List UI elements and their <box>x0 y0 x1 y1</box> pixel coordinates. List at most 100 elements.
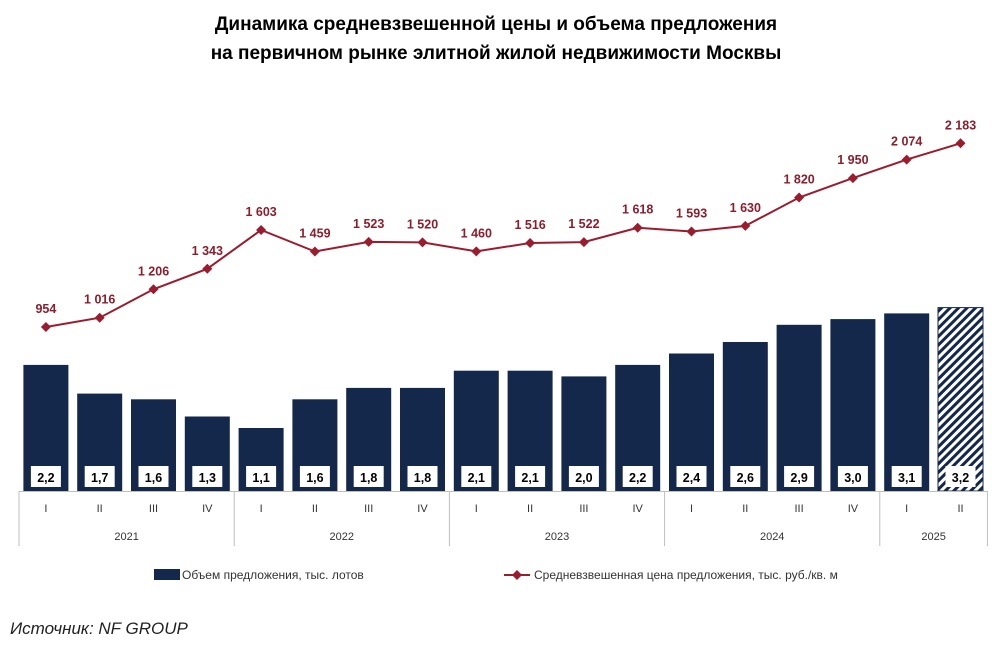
bar-value-box <box>730 466 761 487</box>
bar-value-label: 3,2 <box>952 471 969 485</box>
price-data-label: 1 950 <box>837 153 868 167</box>
price-data-label: 1 343 <box>192 244 223 258</box>
price-data-label: 1 206 <box>138 264 169 278</box>
price-data-label: 2 183 <box>945 118 976 132</box>
x-tick-label: III <box>579 503 588 515</box>
x-tick-label: II <box>527 503 533 515</box>
x-tick-label: I <box>690 503 693 515</box>
source-note: Источник: NF GROUP <box>10 619 188 638</box>
price-data-label: 1 460 <box>461 226 492 240</box>
bar-value-label: 3,0 <box>844 471 861 485</box>
bar-value-box <box>30 466 61 487</box>
price-point <box>632 222 643 233</box>
bar-value-box <box>246 466 277 487</box>
price-data-label: 1 618 <box>622 203 653 217</box>
bar-value-box <box>515 466 546 487</box>
bar <box>830 319 876 491</box>
price-point <box>363 236 374 247</box>
price-point <box>40 322 51 332</box>
price-line <box>45 142 961 328</box>
legend-bar-swatch <box>154 569 180 580</box>
bar-value-label: 1,6 <box>306 471 323 485</box>
year-label: 2025 <box>921 531 945 543</box>
x-tick-label: I <box>260 503 263 515</box>
bar-value-box <box>676 466 707 487</box>
bar <box>776 324 822 491</box>
price-data-label: 1 516 <box>514 218 545 232</box>
bar-value-box <box>837 466 868 487</box>
price-point <box>202 263 213 274</box>
price-point <box>525 238 536 248</box>
bar-value-label: 1,8 <box>360 471 377 485</box>
price-data-label: 1 523 <box>353 217 384 231</box>
bar-value-label: 1,6 <box>145 471 162 485</box>
price-point <box>955 138 966 149</box>
bar-value-label: 2,1 <box>468 471 485 485</box>
price-point <box>740 220 751 231</box>
price-data-label: 1 520 <box>407 217 438 231</box>
legend-bar-label: Объем предложения, тыс. лотов <box>182 568 364 582</box>
x-tick-label: III <box>795 503 804 515</box>
x-tick-label: IV <box>417 503 428 515</box>
price-point <box>794 192 805 203</box>
bar-value-label: 2,9 <box>790 471 807 485</box>
x-tick-label: II <box>312 503 318 515</box>
bar-value-box <box>461 466 492 487</box>
price-point <box>578 237 589 248</box>
x-tick-label: III <box>364 503 373 515</box>
bar <box>937 307 984 492</box>
bar-value-box <box>407 466 438 487</box>
bar-value-label: 2,2 <box>37 471 54 485</box>
price-data-label: 1 820 <box>783 173 814 187</box>
price-point <box>256 225 267 235</box>
bar-value-box <box>192 466 223 487</box>
x-tick-label: I <box>905 503 908 515</box>
x-tick-label: I <box>44 503 47 515</box>
price-data-label: 1 630 <box>730 201 761 215</box>
legend-line-marker <box>512 570 522 580</box>
bar-value-label: 2,4 <box>683 471 700 485</box>
bar-value-label: 2,2 <box>629 471 646 485</box>
year-label: 2021 <box>114 531 138 543</box>
bar-series: 2,2 1,7 1,6 1,3 1,1 1,6 1,8 1,8 2,1 2,1 2,0 2,2 2,4 2… <box>23 307 984 492</box>
price-data-label: 1 522 <box>568 217 599 231</box>
bar-value-box <box>622 466 653 487</box>
legend-line-label: Средневзвешенная цена предложения, тыс. … <box>534 568 838 582</box>
price-data-label: 1 603 <box>245 205 276 219</box>
year-label: 2023 <box>545 531 569 543</box>
price-data-label: 1 016 <box>84 293 115 307</box>
price-data-label: 2 074 <box>891 135 922 149</box>
price-point <box>471 246 482 257</box>
bar-value-label: 2,6 <box>737 471 754 485</box>
price-point <box>309 246 320 257</box>
bar-value-label: 2,1 <box>521 471 538 485</box>
x-tick-label: II <box>742 503 748 515</box>
x-tick-label: IV <box>202 503 213 515</box>
bar-value-box <box>945 466 976 487</box>
price-data-label: 1 593 <box>676 207 707 221</box>
price-point <box>847 173 858 184</box>
x-tick-label: IV <box>848 503 859 515</box>
x-tick-label: II <box>957 503 963 515</box>
legend: Объем предложения, тыс. лотов Средневзве… <box>154 568 838 582</box>
bar-value-box <box>568 466 599 487</box>
price-data-label: 1 459 <box>299 227 330 241</box>
bar-value-box <box>138 466 169 487</box>
bar-value-label: 1,1 <box>252 471 269 485</box>
chart-title-line-2: на первичном рынке элитной жилой недвижи… <box>211 43 782 64</box>
price-point <box>94 312 105 323</box>
x-tick-label: II <box>97 503 103 515</box>
bar-value-label: 2,0 <box>575 471 592 485</box>
price-point <box>686 226 697 237</box>
x-tick-label: I <box>475 503 478 515</box>
bar-value-box <box>84 466 115 487</box>
price-line-series: 954 1 016 1 206 1 343 1 603 1 459 1 523 1 520 1 … <box>35 118 976 332</box>
bar-value-box <box>353 466 384 487</box>
year-label: 2022 <box>330 531 354 543</box>
bar-value-label: 1,8 <box>414 471 431 485</box>
price-point <box>417 237 428 248</box>
bar <box>884 313 930 491</box>
bar-value-box <box>784 466 815 487</box>
x-tick-label: III <box>149 503 158 515</box>
